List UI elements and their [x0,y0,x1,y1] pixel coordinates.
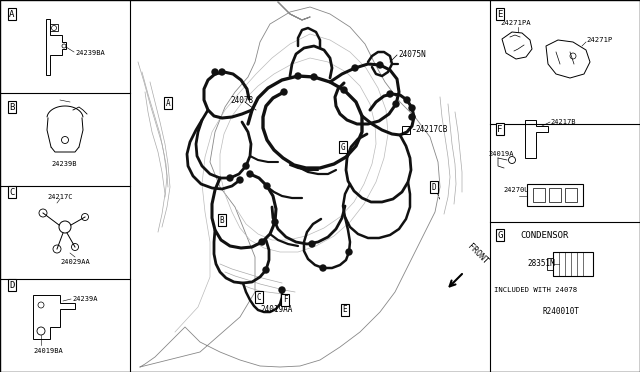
Text: G: G [497,231,502,240]
Circle shape [346,249,352,255]
Circle shape [264,183,270,189]
Circle shape [311,74,317,80]
Circle shape [243,163,249,169]
Text: 24271P: 24271P [586,37,612,43]
Text: C: C [257,292,261,301]
Circle shape [279,287,285,293]
Text: E: E [342,305,348,314]
Text: F: F [497,125,502,134]
Bar [402,126,410,134]
Circle shape [212,69,218,75]
Circle shape [272,219,278,225]
Text: 24239A: 24239A [72,296,97,302]
Circle shape [295,73,301,79]
Text: R240010T: R240010T [543,308,580,317]
Text: 24019AA: 24019AA [260,305,292,314]
Text: 24239BA: 24239BA [75,50,105,56]
Circle shape [281,89,287,95]
Text: 24029AA: 24029AA [60,259,90,265]
Circle shape [259,239,265,245]
Bar [549,188,561,202]
Circle shape [352,65,358,71]
Text: D: D [10,280,15,289]
Text: A: A [10,10,15,19]
Text: D: D [432,183,436,192]
Text: B: B [10,103,15,112]
Bar [553,252,593,276]
Text: F: F [283,295,287,305]
Circle shape [341,87,347,93]
Bar [547,258,553,270]
Text: 24078: 24078 [230,96,253,105]
Text: 24019A: 24019A [488,151,513,157]
Circle shape [219,69,225,75]
Circle shape [237,177,243,183]
Text: FRONT: FRONT [466,242,490,266]
Text: A: A [166,99,170,108]
Circle shape [247,171,253,177]
Circle shape [409,105,415,111]
Bar [565,188,577,202]
Text: E: E [497,10,502,19]
Text: 24271PA: 24271PA [500,20,531,26]
Text: 24270U: 24270U [503,187,529,193]
Bar [533,188,545,202]
Text: 24217CB: 24217CB [415,125,447,134]
Text: 24239B: 24239B [51,161,77,167]
Text: 24075N: 24075N [398,49,426,58]
Circle shape [409,114,415,120]
Circle shape [263,267,269,273]
Text: 24217C: 24217C [47,194,72,200]
Circle shape [309,241,315,247]
Text: 28351M: 28351M [527,260,555,269]
Text: CONDENSOR: CONDENSOR [520,231,568,240]
Circle shape [320,265,326,271]
Bar [50,24,58,31]
Text: B: B [220,215,224,224]
Circle shape [377,62,383,68]
Bar [527,184,583,206]
Text: G: G [340,142,346,151]
Text: INCLUDED WITH 24078: INCLUDED WITH 24078 [494,287,577,293]
Circle shape [227,175,233,181]
Circle shape [393,101,399,107]
Circle shape [387,91,393,97]
Text: 24019BA: 24019BA [33,348,63,354]
Text: 24217B: 24217B [550,119,575,125]
Text: C: C [10,187,15,196]
Circle shape [404,97,410,103]
